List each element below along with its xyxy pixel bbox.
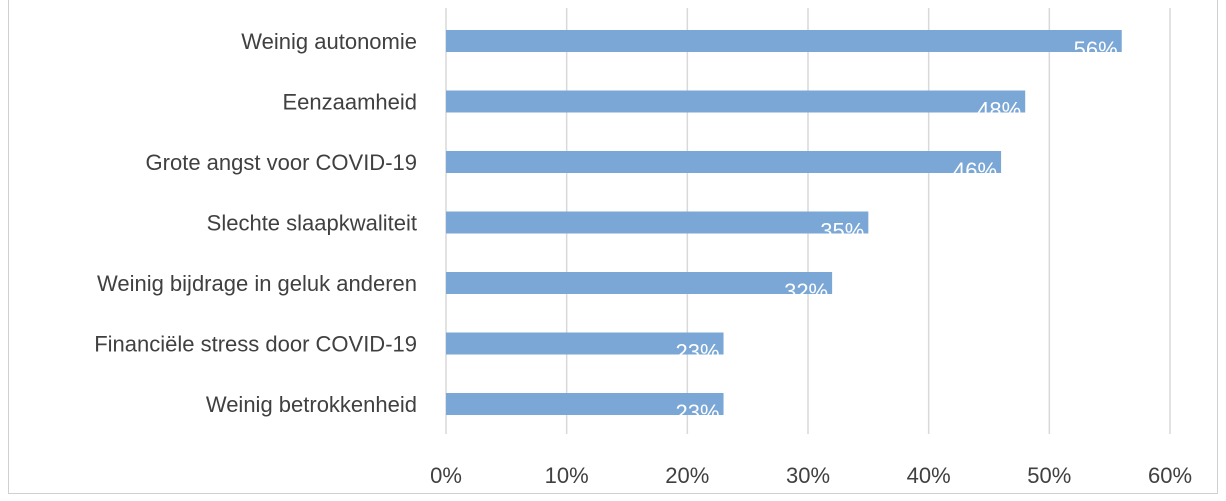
- data-label: 35%: [820, 219, 864, 244]
- category-label: Grote angst voor COVID-19: [146, 150, 417, 175]
- category-label: Weinig betrokkenheid: [206, 392, 417, 417]
- data-labels: 56% 48% 46% 35% 32% 23% 23%: [675, 37, 1117, 425]
- x-tick-label: 0%: [430, 463, 462, 488]
- x-tick-label: 30%: [786, 463, 830, 488]
- x-tick-label: 20%: [665, 463, 709, 488]
- category-label: Weinig bijdrage in geluk anderen: [97, 271, 417, 296]
- x-tick-label: 40%: [907, 463, 951, 488]
- category-label: Financiële stress door COVID-19: [94, 332, 417, 357]
- x-tick-label: 10%: [545, 463, 589, 488]
- category-labels: Weinig autonomie Eenzaamheid Grote angst v…: [94, 29, 417, 417]
- x-tick-label: 50%: [1027, 463, 1071, 488]
- x-tick-label: 60%: [1148, 463, 1192, 488]
- bar: [446, 272, 833, 294]
- bar: [446, 393, 724, 415]
- category-label: Slechte slaapkwaliteit: [207, 211, 417, 236]
- data-label: 32%: [784, 279, 828, 304]
- bar: [446, 151, 1002, 173]
- data-label: 56%: [1074, 37, 1118, 62]
- bars: [446, 30, 1122, 415]
- bar: [446, 90, 1026, 113]
- x-tick-labels: 0% 10% 20% 30% 40% 50% 60%: [430, 463, 1192, 488]
- data-label: 48%: [977, 98, 1021, 123]
- data-label: 23%: [675, 400, 719, 425]
- category-label: Weinig autonomie: [241, 29, 417, 54]
- data-label: 23%: [675, 340, 719, 365]
- data-label: 46%: [953, 158, 997, 183]
- category-label: Eenzaamheid: [282, 90, 417, 115]
- bar: [446, 30, 1122, 52]
- bar: [446, 211, 869, 234]
- bar: [446, 332, 724, 355]
